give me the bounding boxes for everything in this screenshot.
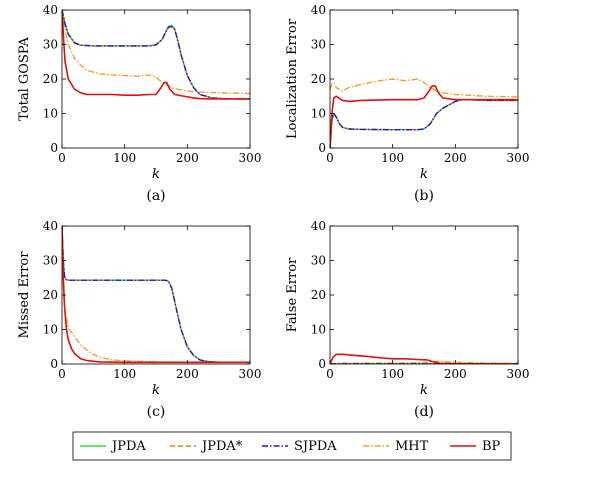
series-line-jpda-star xyxy=(62,10,250,100)
y-tick-label: 40 xyxy=(311,219,326,233)
plot-frame xyxy=(329,225,519,365)
y-tick-label: 40 xyxy=(43,219,58,233)
y-tick-label: 10 xyxy=(43,107,58,121)
series-group xyxy=(330,78,518,148)
series-line-bp xyxy=(330,353,518,364)
x-tick-label: 0 xyxy=(58,367,66,381)
series-line-bp xyxy=(330,85,518,148)
series-line-mht xyxy=(330,78,518,98)
series-line-mht xyxy=(330,360,518,364)
series-line-jpda xyxy=(62,10,250,100)
y-tick-label: 30 xyxy=(43,38,58,52)
x-tick-label: 100 xyxy=(113,151,136,165)
panel-label: (b) xyxy=(414,188,434,204)
y-tick-label: 30 xyxy=(311,254,326,268)
x-axis-label: k xyxy=(420,167,428,182)
legend-label: JPDA* xyxy=(200,439,243,454)
y-tick-label: 20 xyxy=(43,288,58,302)
series-line-sjpda xyxy=(62,226,250,363)
legend-label: BP xyxy=(482,439,501,454)
chart-panel: 0 100 200 300 0 10 20 30 40 k Total GOSPA (a) xyxy=(17,3,261,204)
series-line-jpda-star xyxy=(62,226,250,363)
x-tick-label: 0 xyxy=(326,367,334,381)
legend-item: BP xyxy=(450,439,501,454)
y-tick-label: 20 xyxy=(311,72,326,86)
x-tick-label: 100 xyxy=(113,367,136,381)
series-group xyxy=(62,10,250,100)
y-tick-label: 40 xyxy=(311,3,326,17)
y-axis-label: Localization Error xyxy=(285,18,300,139)
series-line-bp xyxy=(62,10,250,100)
x-tick-label: 300 xyxy=(507,367,530,381)
y-axis-label: Missed Error xyxy=(17,251,32,339)
panel-label: (a) xyxy=(146,188,165,204)
y-tick-label: 20 xyxy=(311,288,326,302)
x-tick-label: 300 xyxy=(239,367,262,381)
legend-label: SJPDA xyxy=(294,439,337,454)
series-group xyxy=(62,226,250,364)
legend-item: SJPDA xyxy=(262,439,337,454)
x-tick-label: 200 xyxy=(444,151,467,165)
y-tick-label: 10 xyxy=(311,107,326,121)
legend-item: JPDA xyxy=(80,439,146,454)
series-group xyxy=(330,353,518,364)
series-line-jpda xyxy=(62,226,250,363)
plot-frame xyxy=(61,9,251,149)
chart-panel: 0 100 200 300 0 10 20 30 40 k Missed Error (c) xyxy=(17,219,261,420)
x-tick-label: 200 xyxy=(444,367,467,381)
x-tick-label: 300 xyxy=(239,151,262,165)
y-tick-label: 30 xyxy=(43,254,58,268)
chart-panel: 0 100 200 300 0 10 20 30 40 k False Error (d) xyxy=(285,219,529,420)
series-line-sjpda xyxy=(330,98,518,148)
y-tick-label: 10 xyxy=(43,323,58,337)
series-line-jpda xyxy=(330,98,518,148)
y-tick-label: 40 xyxy=(43,3,58,17)
y-tick-label: 0 xyxy=(50,357,58,371)
y-tick-label: 10 xyxy=(311,323,326,337)
x-tick-label: 100 xyxy=(381,367,404,381)
legend-item: MHT xyxy=(363,439,429,454)
series-line-mht xyxy=(62,10,250,95)
plot-frame xyxy=(61,225,251,365)
y-axis-label: Total GOSPA xyxy=(17,37,32,121)
x-tick-label: 200 xyxy=(176,367,199,381)
y-tick-label: 20 xyxy=(43,72,58,86)
panel-label: (c) xyxy=(147,404,166,420)
x-axis-label: k xyxy=(152,167,160,182)
series-line-bp xyxy=(62,226,250,364)
x-tick-label: 200 xyxy=(176,151,199,165)
y-tick-label: 30 xyxy=(311,38,326,52)
x-axis-label: k xyxy=(152,383,160,398)
x-tick-label: 0 xyxy=(58,151,66,165)
plot-frame xyxy=(329,9,519,149)
series-line-jpda-star xyxy=(330,98,518,148)
x-tick-label: 300 xyxy=(507,151,530,165)
legend-label: JPDA xyxy=(110,439,146,454)
series-line-mht xyxy=(62,226,250,363)
legend-item: JPDA* xyxy=(170,439,243,454)
legend-frame xyxy=(72,431,512,461)
panel-label: (d) xyxy=(414,404,434,420)
x-tick-label: 0 xyxy=(326,151,334,165)
y-axis-label: False Error xyxy=(285,257,300,332)
series-line-sjpda xyxy=(62,10,250,100)
chart-panel: 0 100 200 300 0 10 20 30 40 k Localization Error (b… xyxy=(285,3,529,204)
y-tick-label: 0 xyxy=(318,357,326,371)
y-tick-label: 0 xyxy=(318,141,326,155)
y-tick-label: 0 xyxy=(50,141,58,155)
legend: JPDA JPDA* SJPDA MHT BP xyxy=(72,431,512,461)
x-axis-label: k xyxy=(420,383,428,398)
x-tick-label: 100 xyxy=(381,151,404,165)
legend-label: MHT xyxy=(395,439,429,454)
